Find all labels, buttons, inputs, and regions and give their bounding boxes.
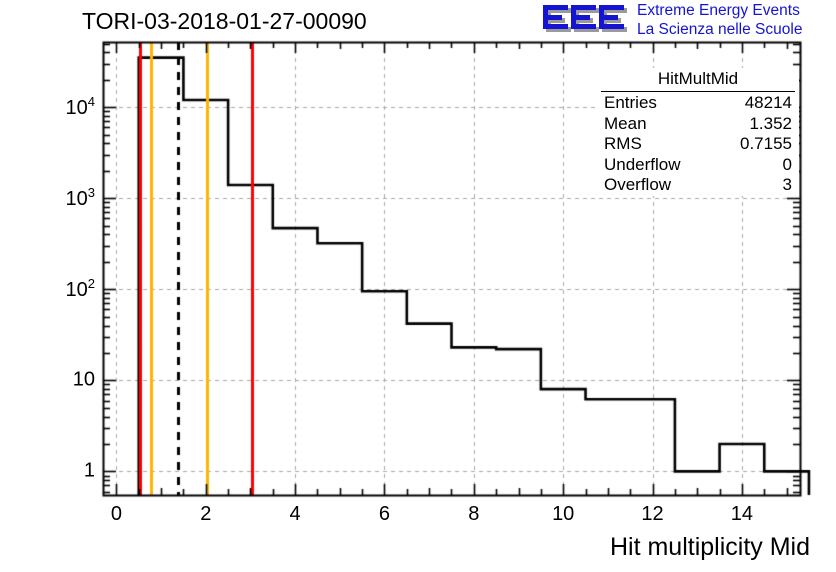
stats-key-underflow: Underflow (604, 154, 681, 174)
stats-key-overflow: Overflow (604, 175, 672, 194)
y-tick-label-10e2: 102 (65, 276, 95, 302)
stats-value-rms: 0.7155 (740, 134, 792, 153)
stats-key-mean: Mean (604, 113, 647, 133)
stats-value-entries: 48214 (744, 93, 792, 112)
y-tick-label-10: 10 (72, 368, 95, 391)
page-title: TORI-03-2018-01-27-00090 (82, 8, 367, 34)
stats-value-overflow: 3 (782, 175, 792, 194)
stats-row-entries: Entries 48214 (597, 93, 799, 114)
stats-title: HitMultMid (657, 69, 739, 88)
stats-value-mean: 1.352 (749, 113, 792, 133)
y-tick-label-10e4: 104 (65, 94, 95, 119)
y-tick-label-10e3: 103 (65, 185, 95, 211)
stats-key-entries: Entries (604, 93, 657, 112)
x-tick-label-14: 14 (730, 503, 754, 525)
x-tick-label-12: 12 (641, 503, 664, 525)
eee-mark-icon (543, 5, 627, 32)
stats-value-underflow: 0 (782, 154, 792, 174)
stats-row-mean: Mean 1.352 (597, 114, 799, 135)
x-tick-label-10: 10 (552, 503, 575, 525)
eee-logo-text: Extreme Energy Events La Scienza nelle S… (637, 2, 802, 39)
x-tick-label-2: 2 (200, 503, 212, 525)
x-tick-label-8: 8 (468, 503, 480, 525)
stats-row-overflow: Overflow 3 (597, 175, 799, 196)
y-tick-label-1: 1 (83, 459, 95, 482)
x-tick-label-0: 0 (110, 503, 122, 525)
eee-logo: Extreme Energy Events La Scienza nelle S… (541, 2, 833, 40)
stats-row-underflow: Underflow 0 (597, 155, 799, 176)
stats-box: HitMultMid Entries 48214 Mean 1.352 RMS … (597, 68, 799, 196)
x-axis-title: Hit multiplicity Mid (609, 533, 810, 561)
eee-tagline-line1: Extreme Energy Events (637, 2, 800, 19)
stats-divider (601, 91, 795, 92)
x-tick-label-4: 4 (289, 503, 301, 525)
x-tick-label-6: 6 (378, 503, 391, 525)
eee-tagline-line2: La Scienza nelle Scuole (637, 20, 803, 38)
stats-row-rms: RMS 0.7155 (597, 134, 799, 155)
stats-key-rms: RMS (604, 134, 642, 153)
